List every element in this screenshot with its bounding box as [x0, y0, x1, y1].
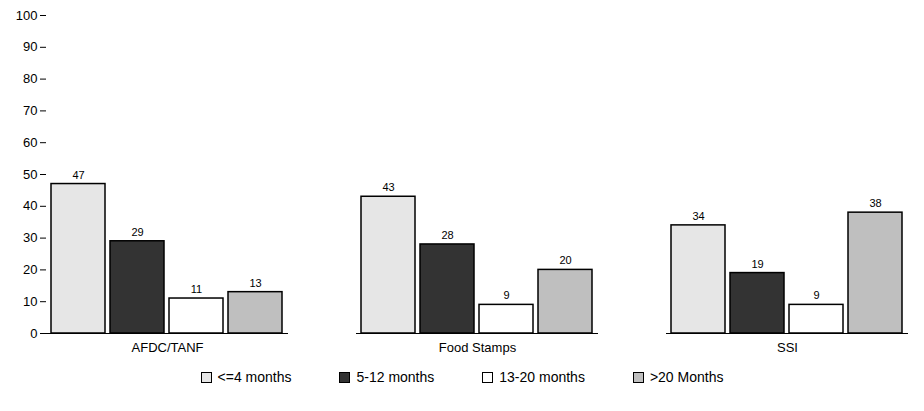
svg-text:20: 20: [559, 254, 571, 266]
html-text:<=4 months: <=4 months: [217, 369, 292, 385]
html-text:13-20 months: 13-20 months: [499, 369, 585, 385]
svg-text:47: 47: [72, 169, 84, 181]
svg-text:10: 10: [23, 294, 37, 309]
svg-text:60: 60: [23, 135, 37, 150]
svg-text:30: 30: [23, 230, 37, 245]
svg-text:43: 43: [382, 181, 394, 193]
svg-text:20: 20: [23, 262, 37, 277]
svg-text:50: 50: [23, 167, 37, 182]
svg-text:0: 0: [30, 326, 37, 341]
svg-text:9: 9: [813, 289, 819, 301]
svg-text:34: 34: [692, 210, 704, 222]
svg-text:19: 19: [751, 258, 763, 270]
svg-text:Food Stamps: Food Stamps: [439, 340, 517, 355]
svg-text:80: 80: [23, 71, 37, 86]
svg-text:70: 70: [23, 103, 37, 118]
svg-text:13: 13: [249, 277, 261, 289]
svg-text:100: 100: [16, 8, 38, 23]
svg-text:28: 28: [441, 229, 453, 241]
svg-text:29: 29: [131, 226, 143, 238]
svg-text:AFDC/TANF: AFDC/TANF: [132, 340, 204, 355]
svg-text:9: 9: [503, 289, 509, 301]
html-text:5-12 months: 5-12 months: [356, 369, 435, 385]
svg-text:SSI: SSI: [777, 340, 798, 355]
html-text:>20 Months: >20 Months: [649, 369, 724, 385]
svg-text:38: 38: [869, 197, 881, 209]
svg-text:40: 40: [23, 198, 37, 213]
svg-text:11: 11: [191, 283, 202, 295]
svg-text:90: 90: [23, 39, 37, 54]
